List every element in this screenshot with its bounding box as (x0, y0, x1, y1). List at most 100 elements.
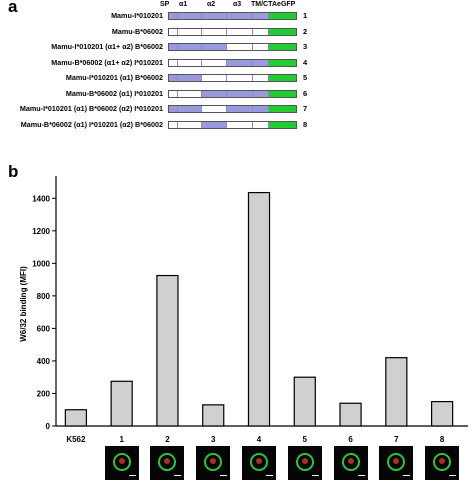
domain-segment (227, 44, 253, 50)
red-signal (118, 458, 125, 464)
domain-segment (201, 121, 228, 128)
domain-segment (169, 44, 178, 50)
bar-chart: 0 200 400 600 800 1000 1200 1400 W6/32 binding (… (19, 176, 468, 444)
x-tick-label: 6 (348, 435, 353, 444)
y-tick-label: 1400 (32, 194, 50, 203)
x-tick-label: 3 (211, 435, 216, 444)
domain-segment (252, 28, 270, 35)
y-axis-title: W6/32 binding (MFI) (19, 266, 28, 342)
domain-segment (169, 90, 178, 97)
construct-number: 7 (303, 104, 308, 113)
microscopy-image (242, 446, 276, 480)
microscopy-image (196, 446, 231, 480)
domain-segment (169, 28, 178, 35)
construct-diagram (168, 58, 297, 67)
red-signal (347, 458, 354, 464)
cell-outline (295, 453, 314, 471)
y-tick-label: 1200 (32, 227, 50, 236)
domain-segment (252, 121, 270, 128)
cell-outline (433, 453, 452, 471)
domain-segment (227, 121, 253, 128)
scale-bar (311, 475, 319, 476)
header-alpha2: α2 (207, 1, 216, 8)
domain-segment (177, 75, 202, 81)
x-tick-label: 8 (440, 435, 445, 444)
domain-segment (201, 28, 228, 35)
domain-segment (177, 90, 202, 97)
header-gfp: AeGFP (272, 1, 296, 8)
domain-segment (269, 90, 296, 97)
cell-outline (341, 453, 360, 471)
y-tick-label: 0 (46, 422, 51, 431)
x-tick-label: 4 (257, 435, 262, 444)
construct-label: Mamu-B*06002 (111, 26, 163, 36)
scale-bar (266, 475, 273, 476)
header-alpha1: α1 (179, 1, 188, 8)
microscopy-image (287, 446, 322, 480)
construct-diagram (168, 27, 297, 36)
red-signal (256, 458, 262, 464)
cell-outline (204, 453, 223, 471)
construct-row: Mamu-B*06002 (α1) I*010201 6 (0, 87, 474, 101)
domain-segment (252, 44, 270, 50)
cell-outline (250, 453, 268, 471)
bar-6 (339, 402, 362, 427)
domain-segment (177, 28, 202, 35)
microscopy-image (104, 446, 139, 480)
domain-segment (201, 44, 228, 50)
domain-segment (269, 75, 296, 81)
panel-a: a SP α1 α2 α3 TM/CT AeGFP Mamu-I*010201 1… (0, 0, 474, 160)
y-tick-label: 800 (37, 292, 51, 301)
bar-1 (110, 380, 133, 427)
domain-segment (177, 106, 202, 112)
scale-bar (449, 475, 457, 476)
microscopy-image (425, 446, 460, 480)
construct-diagram (168, 105, 297, 113)
domain-segment (169, 13, 178, 19)
construct-number: 6 (303, 88, 308, 98)
domain-segment (201, 106, 228, 112)
scale-bar (357, 475, 365, 476)
construct-label: Mamu-I*010201 (α1) B*06002 (65, 73, 163, 82)
bar-5 (293, 376, 316, 427)
construct-label: Mamu-B*06002 (α1) I*010201 (65, 88, 163, 98)
microscopy-image (333, 446, 368, 480)
panel-a-letter: a (8, 0, 18, 16)
construct-row: Mamu-I*010201 (α1+ α2) B*06002 3 (0, 40, 474, 54)
header-alpha3: α3 (233, 1, 242, 8)
construct-row: Mamu-B*06002 2 (0, 25, 474, 39)
domain-segment (169, 75, 178, 81)
domain-segment (227, 90, 253, 97)
red-signal (164, 458, 171, 464)
construct-label: Mamu-I*010201 (α1+ α2) B*06002 (51, 42, 163, 51)
x-tick-label: 5 (303, 435, 308, 444)
bar-7 (385, 357, 408, 427)
header-tmct: TM/CT (251, 1, 273, 8)
bar-2 (156, 274, 179, 427)
domain-segment (227, 75, 253, 81)
cell-outline (387, 453, 406, 471)
header-sp: SP (160, 1, 170, 8)
construct-label: Mamu-I*010201 (111, 11, 163, 20)
domain-segment (269, 28, 296, 35)
scale-bar (174, 475, 182, 476)
domain-segment (252, 106, 270, 112)
domain-segment (177, 59, 202, 66)
x-tick-label: 2 (165, 435, 170, 444)
domain-segment (177, 44, 202, 50)
construct-row: Mamu-I*010201 1 (0, 9, 474, 23)
construct-diagram (168, 12, 297, 20)
domain-segment (169, 106, 178, 112)
domain-segment (201, 90, 228, 97)
red-signal (210, 458, 217, 464)
construct-diagram (168, 120, 297, 129)
x-tick-label: K562 (66, 435, 86, 444)
domain-segment (252, 13, 270, 19)
construct-label: Mamu-B*06002 (α1) I*010201 (α2) B*06002 (20, 119, 163, 129)
cell-outline (112, 453, 131, 471)
construct-number: 5 (303, 73, 308, 82)
cell-outline (158, 453, 177, 471)
domain-segment (252, 75, 270, 81)
red-signal (393, 458, 400, 464)
construct-diagram (168, 89, 297, 98)
